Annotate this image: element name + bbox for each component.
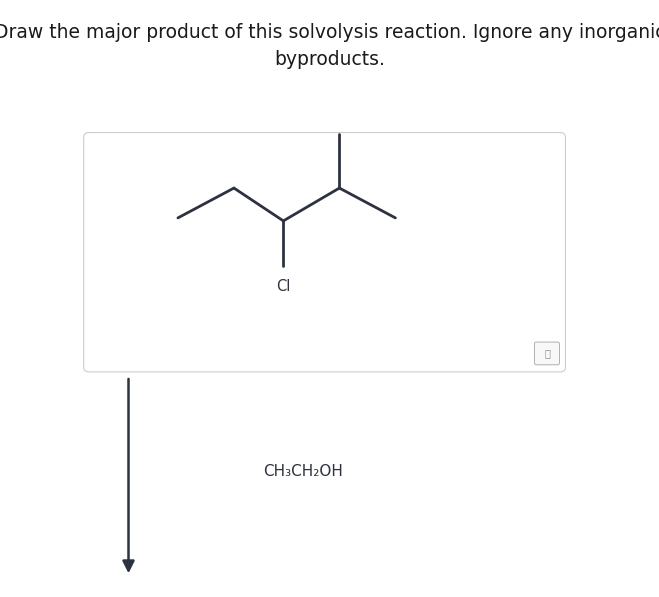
- Text: Draw the major product of this solvolysis reaction. Ignore any inorganic: Draw the major product of this solvolysi…: [0, 23, 659, 42]
- Text: Cl: Cl: [276, 279, 291, 294]
- FancyBboxPatch shape: [84, 133, 565, 372]
- Text: CH₃CH₂OH: CH₃CH₂OH: [263, 464, 343, 479]
- FancyBboxPatch shape: [534, 342, 559, 365]
- Text: ⌕: ⌕: [544, 349, 550, 358]
- Text: byproducts.: byproducts.: [274, 50, 385, 69]
